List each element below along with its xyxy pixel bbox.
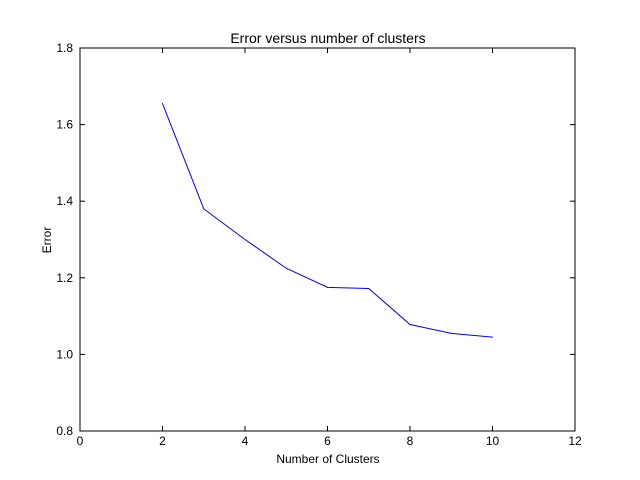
- data-point: [203, 208, 205, 210]
- x-tick-label: 2: [159, 434, 166, 448]
- data-point: [409, 324, 411, 326]
- y-tick-label: 1.4: [56, 194, 73, 208]
- x-tick-label: 10: [486, 434, 500, 448]
- y-tick-label: 1.8: [56, 41, 73, 55]
- data-point: [450, 332, 452, 334]
- x-tick-label: 4: [242, 434, 249, 448]
- y-tick-label: 1.2: [56, 271, 73, 285]
- x-tick-label: 12: [568, 434, 582, 448]
- y-tick-label: 1.0: [56, 347, 73, 361]
- series-layer: [162, 103, 493, 338]
- data-point: [244, 239, 246, 240]
- data-point: [492, 336, 493, 338]
- data-point: [327, 286, 328, 288]
- series-line: [162, 103, 493, 338]
- y-axis-label: Error: [40, 227, 54, 254]
- y-tick-label: 1.6: [56, 118, 73, 132]
- x-axis: 0 2 4 6 8 10 12: [77, 48, 582, 448]
- plot-area: [79, 47, 576, 432]
- y-axis: 0.8 1.0 1.2 1.4 1.6 1.8: [56, 41, 575, 438]
- data-point: [162, 103, 163, 105]
- y-tick-label: 0.8: [56, 424, 73, 438]
- x-tick-label: 6: [324, 434, 331, 448]
- x-tick-label: 8: [407, 434, 414, 448]
- x-axis-label: Number of Clusters: [276, 452, 379, 466]
- chart-title: Error versus number of clusters: [230, 30, 425, 46]
- x-tick-label: 0: [77, 434, 84, 448]
- data-point: [368, 288, 370, 290]
- data-point: [285, 267, 287, 269]
